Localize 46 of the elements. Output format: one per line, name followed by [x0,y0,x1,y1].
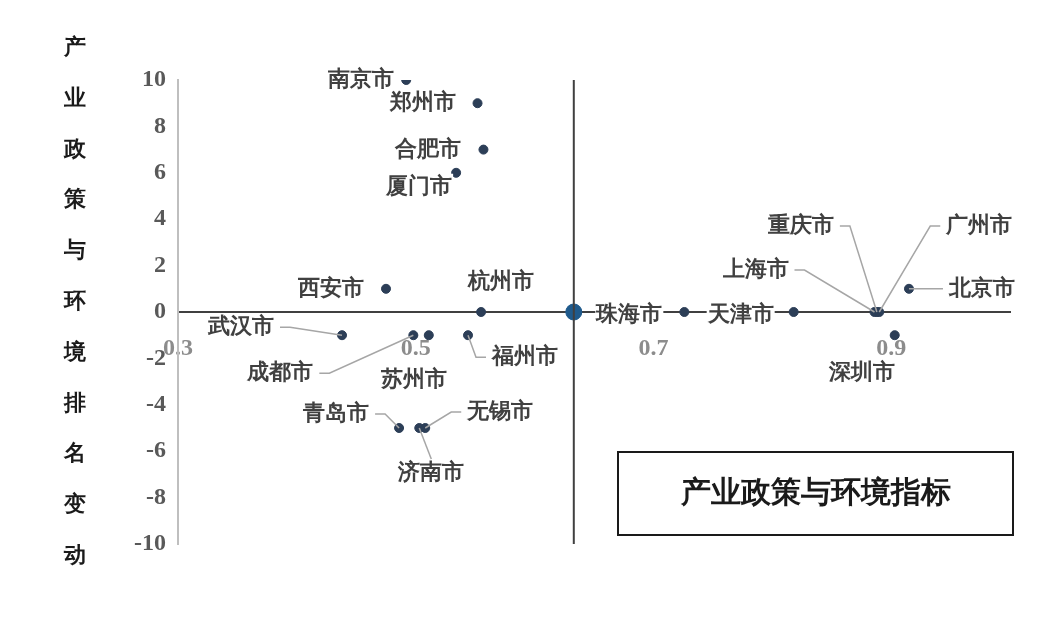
point [381,283,391,294]
y-tick-label: 8 [154,111,166,138]
data-label: 无锡市 [466,398,534,424]
point [788,307,799,317]
point [679,307,690,317]
data-label: 天津市 [706,301,774,327]
data-label: 西安市 [297,274,364,300]
data-label: 成都市 [246,359,314,385]
y-tick-label: 0 [154,297,166,324]
data-label: 苏州市 [379,366,447,392]
data-label: 济南市 [397,459,465,485]
point [408,330,419,341]
point [451,167,462,178]
point [476,307,487,317]
point [394,423,405,433]
x-tick-label: 0.5 [400,333,431,360]
y-tick-label: -6 [146,436,166,463]
data-label: 珠海市 [595,301,663,327]
text: 产业政策与环境指标 [679,474,951,508]
y-tick-label: 4 [154,204,166,231]
y-tick-label: -8 [146,482,166,509]
data-label: 上海市 [721,256,789,282]
text: 产业政策与环境排名变动 [64,34,86,568]
data-label: 青岛市 [302,400,370,426]
data-label: 杭州市 [467,268,535,294]
y-tick-label: 2 [154,250,166,277]
data-label: 福州市 [491,343,559,369]
data-label: 深圳市 [827,359,895,385]
y-tick-label: -10 [134,529,166,556]
point [478,144,489,155]
data-label: 武汉市 [207,313,275,339]
point [889,330,900,341]
point [423,330,434,341]
data-label: 广州市 [945,212,1013,238]
data-label: 重庆市 [766,212,834,238]
y-tick-label: 6 [154,158,166,184]
data-label: 郑州市 [388,89,456,115]
y-tick-label: 10 [142,65,166,92]
data-label: 合肥市 [394,135,462,161]
x-tick-label: 0.9 [876,333,907,360]
data-label: 北京市 [947,274,1015,300]
point [472,98,483,109]
data-label: 南京市 [327,66,395,92]
data-label: 厦门市 [385,172,453,198]
y-tick-label: -4 [146,390,166,416]
x-tick-label: 0.7 [638,333,669,360]
